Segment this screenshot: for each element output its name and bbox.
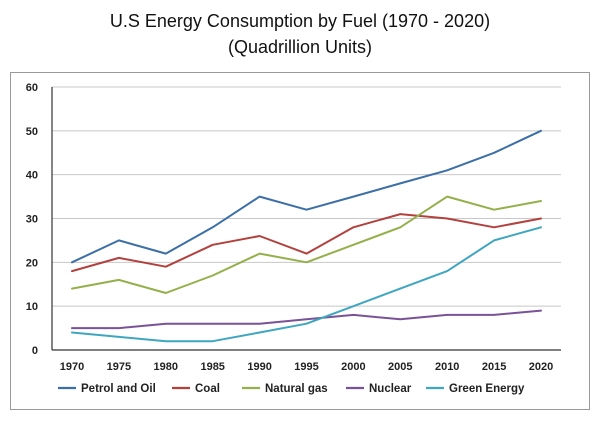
series-line-natural-gas: [71, 195, 542, 294]
legend-label: Natural gas: [265, 383, 328, 395]
series-line-nuclear: [71, 309, 542, 330]
x-tick-label: 2020: [529, 361, 553, 373]
y-tick-label: 40: [26, 170, 38, 182]
chart-subtitle: (Quadrillion Units): [227, 37, 373, 57]
x-tick-label: 1995: [294, 361, 318, 373]
legend: Petrol and Oil Coal Natural gas Nuclear Gree…: [58, 383, 525, 395]
x-tick-label: 1970: [60, 361, 84, 373]
series-line-petrol-and-oil: [71, 129, 542, 264]
legend-label: Nuclear: [369, 383, 412, 395]
legend-label: Coal: [195, 383, 220, 395]
legend-item-coal: Coal: [172, 383, 220, 395]
chart-title: U.S Energy Consumption by Fuel (1970 - 2…: [109, 11, 491, 31]
chart-title-block: U.S Energy Consumption by Fuel (1970 - 2…: [0, 8, 600, 60]
series-line-coal: [71, 213, 542, 273]
x-tick-label: 1990: [247, 361, 271, 373]
chart-frame: [10, 72, 590, 410]
series-lines: [71, 129, 542, 343]
x-tick-label: 2000: [341, 361, 365, 373]
legend-item-petrol-and-oil: Petrol and Oil: [58, 383, 156, 395]
legend-item-natural-gas: Natural gas: [242, 383, 328, 395]
legend-item-nuclear: Nuclear: [346, 383, 412, 395]
series-line-green-energy: [71, 226, 542, 343]
legend-item-green-energy: Green Energy: [426, 383, 525, 395]
x-tick-label: 2015: [482, 361, 506, 373]
x-tick-label: 1975: [107, 361, 131, 373]
x-tick-label: 1980: [154, 361, 178, 373]
x-tick-label: 2010: [435, 361, 459, 373]
legend-label: Green Energy: [449, 383, 525, 395]
y-tick-label: 10: [26, 301, 38, 313]
axes: 0 10 20 30 40 50 60 1970 1975 1980 1985 1990 1995 200…: [26, 82, 561, 373]
y-tick-label: 60: [26, 82, 38, 94]
x-tick-label: 1985: [200, 361, 224, 373]
legend-label: Petrol and Oil: [81, 383, 156, 395]
x-tick-label: 2005: [388, 361, 412, 373]
gridlines: [52, 86, 561, 307]
y-tick-label: 50: [26, 126, 38, 138]
y-tick-label: 0: [32, 345, 38, 357]
y-tick-label: 30: [26, 214, 38, 226]
y-tick-label: 20: [26, 257, 38, 269]
